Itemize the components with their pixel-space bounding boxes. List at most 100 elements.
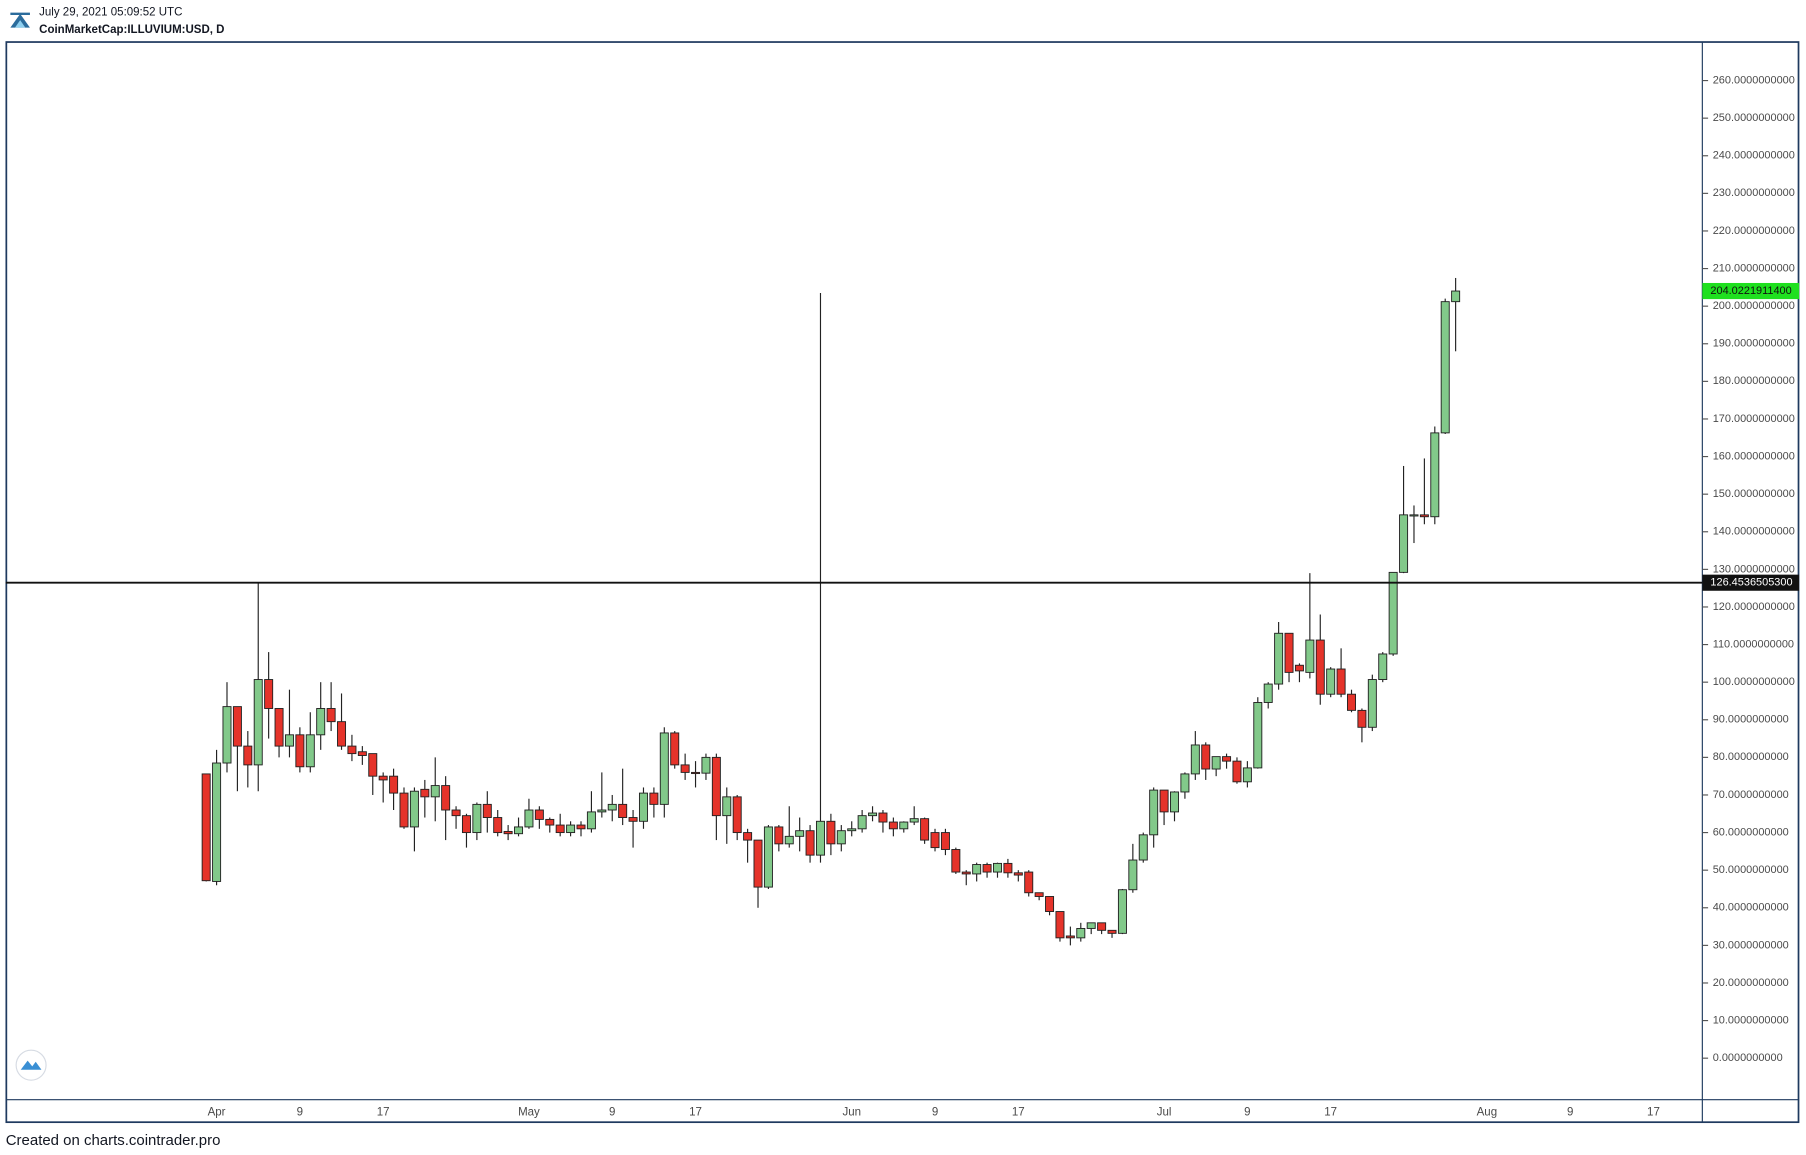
candle-body xyxy=(316,708,326,736)
candle-body xyxy=(1097,922,1107,931)
candle-body xyxy=(836,830,846,845)
candle-body xyxy=(1055,911,1065,939)
candle-body xyxy=(982,864,992,873)
candle-body xyxy=(253,679,263,766)
x-tick-label: 17 xyxy=(689,1106,702,1118)
candle-body xyxy=(1003,862,1013,874)
candle-body xyxy=(1190,744,1200,775)
candle-body xyxy=(368,753,378,777)
y-tick-label: 240.0000000000 xyxy=(1713,150,1795,162)
y-tick-label: 100.0000000000 xyxy=(1713,676,1795,688)
candle-body xyxy=(357,751,367,756)
candle-body xyxy=(1274,632,1284,685)
candle-body xyxy=(1263,683,1273,703)
candle-body xyxy=(638,792,648,822)
candle-body xyxy=(1034,892,1044,897)
candle-body xyxy=(691,771,701,775)
candle-body xyxy=(1294,664,1304,672)
x-tick-label: Jun xyxy=(842,1106,861,1118)
level-label: 126.4536505300 xyxy=(1710,577,1792,589)
candle-body xyxy=(472,803,482,834)
candle-body xyxy=(1065,935,1075,939)
candle-body xyxy=(264,679,274,709)
footer: Created on charts.cointrader.pro xyxy=(6,1132,221,1149)
candle-body xyxy=(899,821,909,830)
candle-body xyxy=(295,734,305,768)
x-tick-label: 17 xyxy=(1012,1106,1025,1118)
last-price-bg xyxy=(1702,282,1800,300)
candle-body xyxy=(326,708,336,723)
candle-body xyxy=(305,734,315,768)
candle-body xyxy=(743,832,753,841)
candle-body xyxy=(680,764,690,773)
candle-body xyxy=(347,745,357,755)
candle-body xyxy=(534,809,544,820)
y-tick-label: 60.0000000000 xyxy=(1713,826,1789,838)
candle-body xyxy=(1388,571,1398,655)
x-tick-label: May xyxy=(518,1106,540,1118)
y-tick-label: 0.0000000000 xyxy=(1713,1052,1783,1064)
candle-body xyxy=(815,820,825,856)
candle-body xyxy=(566,824,576,834)
candle-body xyxy=(868,812,878,817)
candle-body xyxy=(1242,767,1252,783)
candle-body xyxy=(201,773,211,882)
y-tick-label: 40.0000000000 xyxy=(1713,902,1789,914)
y-tick-label: 130.0000000000 xyxy=(1713,563,1795,575)
x-tick-label: 17 xyxy=(377,1106,390,1118)
y-tick-label: 180.0000000000 xyxy=(1713,375,1795,387)
candle-body xyxy=(284,734,294,747)
y-tick-label: 160.0000000000 xyxy=(1713,450,1795,462)
candle-body xyxy=(1138,834,1148,861)
y-tick-label: 230.0000000000 xyxy=(1713,187,1795,199)
candle-body xyxy=(722,796,732,817)
candle-body xyxy=(1180,773,1190,793)
candle-body xyxy=(649,792,659,805)
candle-body xyxy=(795,830,805,837)
candle-body xyxy=(212,762,222,882)
candle-body xyxy=(972,864,982,875)
candle-body xyxy=(909,818,919,823)
candle-body xyxy=(826,820,836,845)
candle-body xyxy=(441,785,451,811)
candle-body xyxy=(753,839,763,888)
candle-body xyxy=(1128,859,1138,891)
candle-body xyxy=(1253,702,1263,769)
y-tick-label: 170.0000000000 xyxy=(1713,413,1795,425)
candle-body xyxy=(607,803,617,811)
candle-body xyxy=(1024,871,1034,894)
candle-body xyxy=(451,809,461,817)
candle-body xyxy=(1076,927,1086,939)
candle-body xyxy=(1440,301,1450,434)
y-tick-label: 190.0000000000 xyxy=(1713,338,1795,350)
y-tick-label: 80.0000000000 xyxy=(1713,751,1789,763)
candle-body xyxy=(1013,872,1023,876)
candle-body xyxy=(597,809,607,813)
candle-body xyxy=(378,775,388,781)
candle-body xyxy=(514,826,524,835)
candle-body xyxy=(1170,791,1179,813)
candle-body xyxy=(1409,514,1419,517)
candle-body xyxy=(763,826,773,888)
candle-body xyxy=(805,830,815,856)
candle-body xyxy=(243,745,253,766)
candle-body xyxy=(857,815,867,830)
candle-body xyxy=(420,788,430,798)
candle-body xyxy=(586,811,596,830)
candle-body xyxy=(847,828,857,832)
candle-body xyxy=(1086,922,1096,929)
candle-body xyxy=(503,830,513,835)
candle-body xyxy=(951,849,961,873)
candle-body xyxy=(1201,744,1211,770)
y-tick-label: 250.0000000000 xyxy=(1713,112,1795,124)
candle-body xyxy=(1284,632,1294,673)
last-price-label: 204.0221911400 xyxy=(1710,285,1791,297)
x-tick-label: Apr xyxy=(208,1106,226,1118)
candle-body xyxy=(461,815,471,834)
candle-body xyxy=(493,817,503,834)
candle-body xyxy=(389,775,399,794)
y-tick-label: 200.0000000000 xyxy=(1713,300,1795,312)
candle-body xyxy=(1305,639,1315,673)
x-tick-label: 17 xyxy=(1647,1106,1660,1118)
